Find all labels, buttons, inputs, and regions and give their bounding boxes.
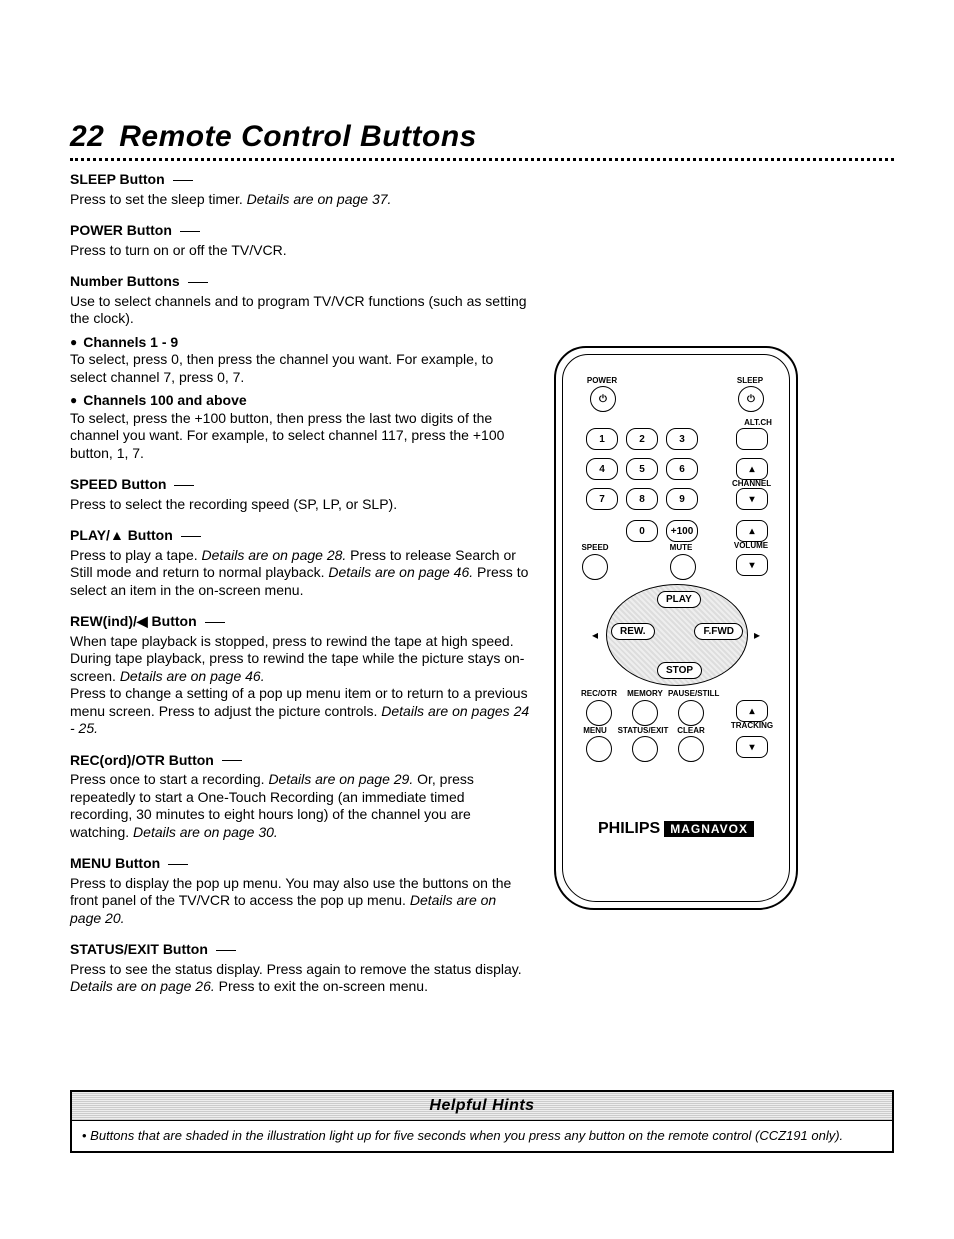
entry-status: STATUS/EXIT Button Press to see the statu… xyxy=(70,941,530,996)
entry-body-menu: Press to display the pop up menu. You ma… xyxy=(70,875,530,928)
play-button[interactable]: PLAY xyxy=(657,591,701,608)
stop-button[interactable]: STOP xyxy=(657,662,702,679)
sleep-button[interactable]: ⏻ xyxy=(738,386,764,412)
helpful-hints-box: Helpful Hints Buttons that are shaded in… xyxy=(70,1090,894,1153)
descriptions-column: SLEEP Button Press to set the sleep timer… xyxy=(70,171,530,996)
tracking-label: TRACKING xyxy=(730,721,774,730)
num-5[interactable]: 5 xyxy=(626,458,658,480)
pause-button[interactable] xyxy=(678,700,704,726)
entry-heading-power: POWER Button xyxy=(70,222,208,240)
clear-label: CLEAR xyxy=(674,726,708,735)
num-9[interactable]: 9 xyxy=(666,488,698,510)
recotr-button[interactable] xyxy=(586,700,612,726)
entry-body-sleep: Press to set the sleep timer. Details ar… xyxy=(70,191,530,209)
pause-label: PAUSE/STILL xyxy=(668,689,716,698)
num-1[interactable]: 1 xyxy=(586,428,618,450)
entry-heading-play: PLAY/▲ Button xyxy=(70,527,209,545)
sub-body: To select, press 0, then press the chann… xyxy=(70,351,530,386)
power-label: POWER xyxy=(584,376,620,385)
mute-label: MUTE xyxy=(664,543,698,552)
num-0[interactable]: 0 xyxy=(626,520,658,542)
altch-label: ALT.CH xyxy=(738,418,778,427)
entry-numbers: Number Buttons Use to select channels and… xyxy=(70,273,530,462)
title-text: Remote Control Buttons xyxy=(119,120,477,153)
entry-heading-rec: REC(ord)/OTR Button xyxy=(70,752,250,770)
entry-power: POWER Button Press to turn on or off the … xyxy=(70,222,530,259)
sub-entry: Channels 1 - 9To select, press 0, then p… xyxy=(70,334,530,387)
tracking-down[interactable]: ▾ xyxy=(736,736,768,758)
num-2[interactable]: 2 xyxy=(626,428,658,450)
entry-heading-speed: SPEED Button xyxy=(70,476,202,494)
num-7[interactable]: 7 xyxy=(586,488,618,510)
volume-label: VOLUME xyxy=(732,541,770,550)
volume-up[interactable]: ▴ xyxy=(736,520,768,542)
tracking-up[interactable]: ▴ xyxy=(736,700,768,722)
sub-heading: Channels 100 and above xyxy=(70,392,530,410)
manual-page: 22 Remote Control Buttons SLEEP Button Pr… xyxy=(0,0,954,1239)
entry-body-rec: Press once to start a recording. Details… xyxy=(70,771,530,841)
hint-body: Buttons that are shaded in the illustrat… xyxy=(72,1121,892,1151)
sleep-label: SLEEP xyxy=(732,376,768,385)
entry-play: PLAY/▲ Button Press to play a tape. Detai… xyxy=(70,527,530,599)
sub-entry: Channels 100 and aboveTo select, press t… xyxy=(70,392,530,462)
mute-button[interactable] xyxy=(670,554,696,580)
remote-illustration: POWER ⏻ SLEEP ⏻ ALT.CH 1 2 3 4 5 6 ▴ CHA… xyxy=(554,346,794,926)
status-button[interactable] xyxy=(632,736,658,762)
plus100-button[interactable]: +100 xyxy=(666,520,698,542)
menu-button[interactable] xyxy=(586,736,612,762)
hint-heading: Helpful Hints xyxy=(72,1092,892,1121)
brand-magnavox: MAGNAVOX xyxy=(664,821,754,837)
ffwd-button[interactable]: F.FWD xyxy=(694,623,743,640)
volume-down[interactable]: ▾ xyxy=(736,554,768,576)
menu-label: MENU xyxy=(578,726,612,735)
num-4[interactable]: 4 xyxy=(586,458,618,480)
status-label: STATUS/EXIT xyxy=(616,726,670,735)
recotr-label: REC/OTR xyxy=(580,689,618,698)
arrow-right-icon: ▸ xyxy=(754,628,760,642)
entry-rec: REC(ord)/OTR ButtonPress once to start a… xyxy=(70,752,530,842)
entry-heading-menu: MENU Button xyxy=(70,855,196,873)
arrow-left-icon: ◂ xyxy=(592,628,598,642)
divider-dots xyxy=(70,158,894,161)
entry-body-play: Press to play a tape. Details are on pag… xyxy=(70,547,530,600)
entry-body-rew: When tape playback is stopped, press to … xyxy=(70,633,530,738)
rew-button[interactable]: REW. xyxy=(611,623,655,640)
entry-body-numbers: Use to select channels and to program TV… xyxy=(70,293,530,328)
transport-pad: PLAY REW. F.FWD STOP xyxy=(606,584,748,686)
entry-heading-sleep: SLEEP Button xyxy=(70,171,201,189)
entry-rew: REW(ind)/◀ Button When tape playback is s… xyxy=(70,613,530,738)
entry-body-status: Press to see the status display. Press a… xyxy=(70,961,530,996)
entry-heading-status: STATUS/EXIT Button xyxy=(70,941,244,959)
speed-label: SPEED xyxy=(578,543,612,552)
brand-row: PHILIPSMAGNAVOX xyxy=(556,820,796,838)
clear-button[interactable] xyxy=(678,736,704,762)
power-button[interactable]: ⏻ xyxy=(590,386,616,412)
page-title: 22 Remote Control Buttons xyxy=(70,120,894,154)
memory-label: MEMORY xyxy=(626,689,664,698)
entry-menu: MENU Button Press to display the pop up m… xyxy=(70,855,530,927)
sub-body: To select, press the +100 button, then p… xyxy=(70,410,530,463)
num-6[interactable]: 6 xyxy=(666,458,698,480)
channel-down[interactable]: ▾ xyxy=(736,488,768,510)
altch-button[interactable] xyxy=(736,428,768,450)
sub-heading: Channels 1 - 9 xyxy=(70,334,530,352)
brand-philips: PHILIPS xyxy=(598,820,660,837)
entry-speed: SPEED Button Press to select the recordin… xyxy=(70,476,530,513)
speed-button[interactable] xyxy=(582,554,608,580)
entry-heading-numbers: Number Buttons xyxy=(70,273,216,291)
page-number: 22 xyxy=(70,120,104,153)
entry-sleep: SLEEP Button Press to set the sleep timer… xyxy=(70,171,530,208)
entry-body-speed: Press to select the recording speed (SP,… xyxy=(70,496,530,514)
channel-label: CHANNEL xyxy=(732,479,770,488)
entry-heading-rew: REW(ind)/◀ Button xyxy=(70,613,233,631)
entry-body-power: Press to turn on or off the TV/VCR. xyxy=(70,242,530,260)
num-8[interactable]: 8 xyxy=(626,488,658,510)
channel-up[interactable]: ▴ xyxy=(736,458,768,480)
num-3[interactable]: 3 xyxy=(666,428,698,450)
memory-button[interactable] xyxy=(632,700,658,726)
